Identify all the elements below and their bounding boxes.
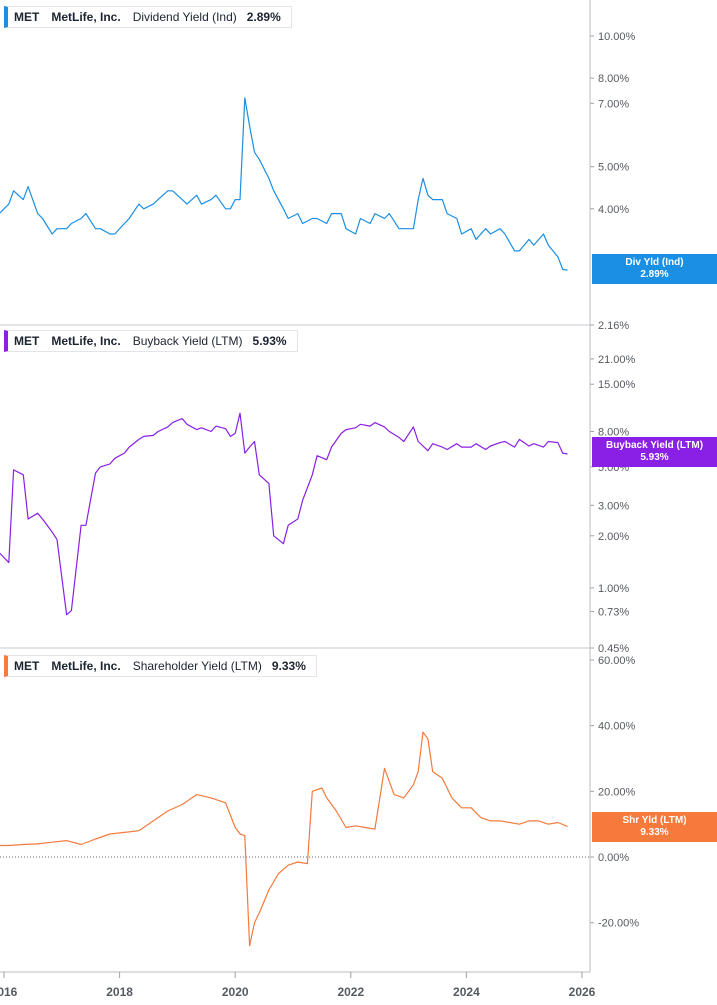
flag-label: Div Yld (Ind): [625, 257, 684, 268]
x-tick-label: 2024: [453, 985, 480, 999]
x-tick-label: 2020: [222, 985, 249, 999]
y-tick-label: 10.00%: [598, 31, 636, 43]
last-value-flag-buyback: Buyback Yield (LTM) 5.93%: [592, 437, 717, 467]
legend-company: MetLife, Inc.: [51, 10, 121, 24]
y-tick-label: 20.00%: [598, 786, 636, 798]
y-tick-label: 2.16%: [598, 320, 629, 332]
y-tick-label: 8.00%: [598, 73, 629, 85]
legend-ticker: MET: [14, 334, 40, 348]
y-tick-label: 7.00%: [598, 98, 629, 110]
y-tick-label: 0.45%: [598, 643, 629, 655]
flag-label: Buyback Yield (LTM): [605, 440, 704, 451]
series-line-shareholder: [0, 731, 568, 947]
y-tick-label: 0.73%: [598, 607, 629, 619]
flag-value: 9.33%: [640, 827, 669, 838]
x-axis: 2016 2018 2020 2022 2024 2026: [0, 971, 596, 999]
x-tick-label: 2026: [569, 985, 596, 999]
y-tick-label: 4.00%: [598, 204, 629, 216]
x-tick-label: 2022: [337, 985, 364, 999]
y-tick-label: 8.00%: [598, 427, 629, 439]
y-tick-label: -20.00%: [598, 918, 639, 930]
y-tick-label: 5.00%: [598, 162, 629, 174]
y-tick-label: 3.00%: [598, 500, 629, 512]
flag-label: Shr Yld (LTM): [622, 815, 687, 826]
y-tick-label: 15.00%: [598, 379, 636, 391]
x-tick-label: 2016: [0, 985, 18, 999]
legend-value: 9.33%: [271, 659, 306, 673]
legend-value: 2.89%: [246, 10, 281, 24]
legend-value: 5.93%: [252, 334, 287, 348]
legend-ticker: MET: [14, 10, 40, 24]
legend-dividend-yield[interactable]: MET MetLife, Inc. Dividend Yield (Ind) 2…: [4, 6, 292, 28]
legend-metric: Shareholder Yield (LTM): [132, 659, 262, 673]
legend-metric: Dividend Yield (Ind): [132, 10, 237, 24]
series-line-div: [0, 97, 568, 271]
series-layer: [0, 97, 568, 947]
y-tick-label: 60.00%: [598, 655, 636, 667]
flag-value: 2.89%: [640, 269, 669, 280]
last-value-flag-dividend: Div Yld (Ind) 2.89%: [592, 254, 717, 284]
flag-value: 5.93%: [640, 452, 669, 463]
y-tick-label: 21.00%: [598, 354, 636, 366]
x-tick-label: 2018: [106, 985, 133, 999]
y-tick-label: 0.00%: [598, 852, 629, 864]
legend-buyback-yield[interactable]: MET MetLife, Inc. Buyback Yield (LTM) 5.…: [4, 330, 298, 352]
legend-shareholder-yield[interactable]: MET MetLife, Inc. Shareholder Yield (LTM…: [4, 655, 317, 677]
last-value-flag-shareholder: Shr Yld (LTM) 9.33%: [592, 812, 717, 842]
legend-metric: Buyback Yield (LTM): [132, 334, 243, 348]
y-tick-label: 1.00%: [598, 583, 629, 595]
y-axes: 10.00% 8.00% 7.00% 5.00% 4.00% 2.16% 21.00% 15.…: [589, 0, 639, 972]
legend-company: MetLife, Inc.: [51, 334, 121, 348]
legend-company: MetLife, Inc.: [51, 659, 121, 673]
series-line-buyback: [0, 412, 568, 616]
y-tick-label: 40.00%: [598, 721, 636, 733]
y-tick-label: 2.00%: [598, 531, 629, 543]
gridlines: [0, 324, 590, 973]
legend-ticker: MET: [14, 659, 40, 673]
